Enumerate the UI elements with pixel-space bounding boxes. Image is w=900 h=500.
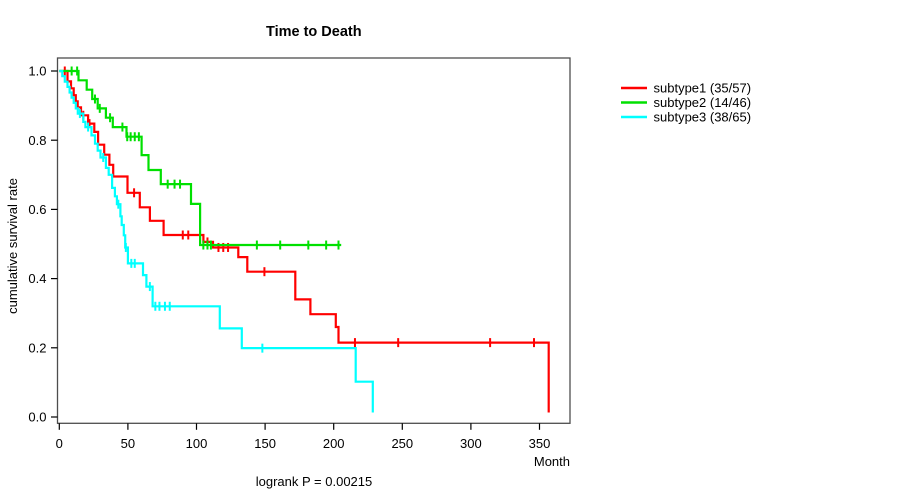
x-tick-label: 250 xyxy=(391,436,413,451)
x-tick-label: 350 xyxy=(529,436,551,451)
x-tick-label: 0 xyxy=(56,436,63,451)
y-axis-label: cumulative survival rate xyxy=(5,178,20,314)
x-tick-label: 200 xyxy=(323,436,345,451)
x-axis: 0 50 100 150 200 250 300 350 xyxy=(56,423,551,451)
plot-frame xyxy=(56,57,571,424)
legend: subtype1 (35/57) subtype2 (14/46) subtyp… xyxy=(621,81,751,125)
legend-label-subtype3: subtype3 (38/65) xyxy=(654,110,752,125)
censor-marks-2 xyxy=(70,66,340,250)
x-tick-label: 150 xyxy=(254,436,276,451)
y-tick-label: 0.6 xyxy=(28,202,46,217)
x-axis-label: Month xyxy=(534,454,570,469)
x-tick-label: 100 xyxy=(186,436,208,451)
y-axis: 0.0 0.2 0.4 0.6 0.8 1.0 xyxy=(28,64,58,425)
censor-marks-3 xyxy=(78,109,264,353)
y-tick-label: 0.8 xyxy=(28,133,46,148)
y-tick-label: 0.4 xyxy=(28,271,46,286)
y-tick-label: 0.0 xyxy=(28,410,46,425)
chart-title: Time to Death xyxy=(266,24,362,40)
x-tick-label: 300 xyxy=(460,436,482,451)
survival-curves xyxy=(59,66,550,413)
y-tick-label: 0.2 xyxy=(28,340,46,355)
km-curve-2 xyxy=(59,69,342,247)
km-curve-1 xyxy=(59,69,550,413)
km-series-3 xyxy=(59,69,374,413)
km-series-1 xyxy=(59,66,550,413)
y-tick-label: 1.0 xyxy=(28,64,46,79)
km-series-2 xyxy=(59,66,342,250)
x-tick-label: 50 xyxy=(121,436,135,451)
censor-marks-1 xyxy=(63,66,536,348)
km-curve-3 xyxy=(59,69,374,413)
legend-label-subtype1: subtype1 (35/57) xyxy=(654,81,752,96)
legend-label-subtype2: subtype2 (14/46) xyxy=(654,95,752,110)
logrank-annotation: logrank P = 0.00215 xyxy=(256,474,373,489)
